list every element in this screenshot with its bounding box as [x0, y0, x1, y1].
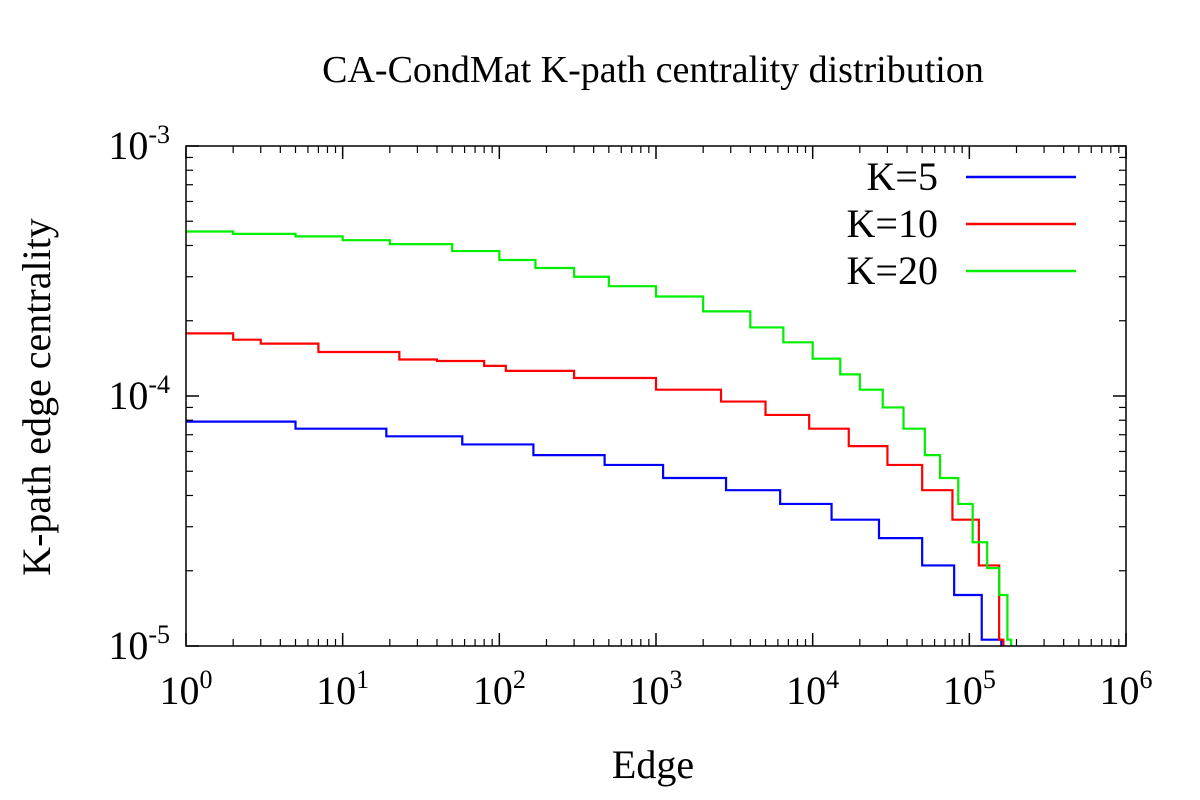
- y-axis: 10-5 10-4 10-3: [108, 120, 1126, 668]
- legend-label-k10: K=10: [847, 201, 938, 246]
- series-line-k20: [186, 230, 1013, 646]
- x-tick-label: 102: [473, 665, 526, 713]
- series-line-k5: [186, 420, 1003, 646]
- legend-label-k5: K=5: [867, 154, 938, 199]
- x-tick-label: 106: [1100, 665, 1153, 713]
- legend: K=5K=10K=20: [847, 154, 1076, 293]
- x-tick-label: 105: [943, 665, 996, 713]
- y-tick-label: 10-4: [108, 370, 170, 418]
- plot-frame: [185, 145, 1127, 647]
- x-tick-label: 103: [630, 665, 683, 713]
- x-tick-label: 101: [316, 665, 369, 713]
- series-line-k10: [186, 332, 1005, 646]
- chart-title: CA-CondMat K-path centrality distributio…: [322, 49, 984, 91]
- y-tick-label: 10-3: [108, 120, 170, 168]
- plot-series: [186, 230, 1013, 646]
- legend-label-k20: K=20: [847, 248, 938, 293]
- x-axis-label: Edge: [612, 742, 694, 787]
- x-tick-label: 100: [160, 665, 213, 713]
- x-tick-label: 104: [786, 665, 839, 713]
- y-tick-label: 10-5: [108, 620, 170, 668]
- x-axis: 100 101 102 103 104 105 106: [160, 146, 1153, 713]
- y-axis-label: K-path edge centrality: [14, 218, 59, 576]
